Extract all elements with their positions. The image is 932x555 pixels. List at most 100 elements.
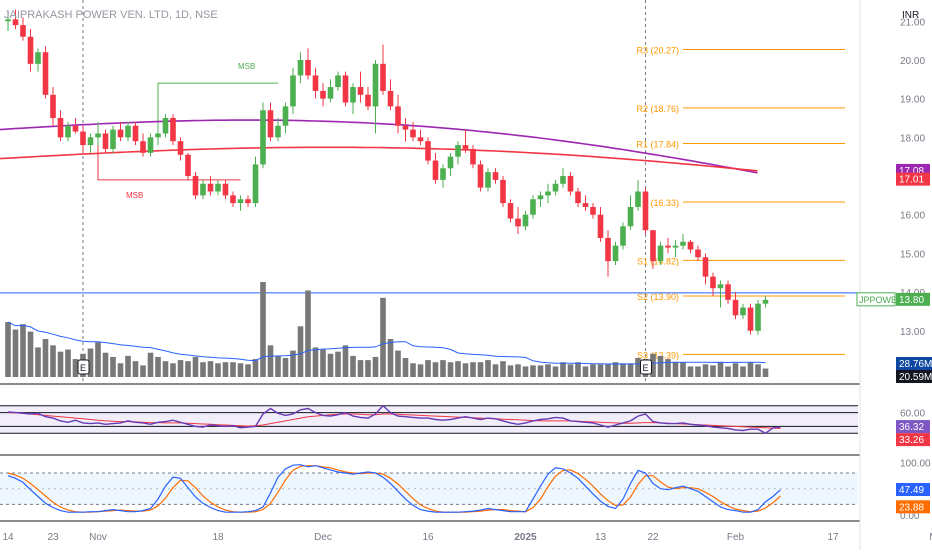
candle[interactable] [455, 145, 461, 157]
candle[interactable] [657, 245, 664, 262]
candle[interactable] [155, 133, 161, 138]
candle[interactable] [395, 106, 401, 126]
candle[interactable] [507, 203, 514, 219]
candle[interactable] [357, 87, 364, 95]
candle[interactable] [350, 87, 356, 103]
candle[interactable] [492, 172, 499, 180]
candle[interactable] [425, 141, 431, 161]
candle[interactable] [605, 237, 611, 262]
candle[interactable] [35, 52, 41, 64]
candle[interactable] [732, 299, 739, 316]
candle[interactable] [402, 125, 409, 130]
candle[interactable] [335, 75, 341, 88]
candle[interactable] [237, 199, 244, 204]
candle[interactable] [642, 191, 649, 231]
candle[interactable] [72, 125, 79, 132]
candle[interactable] [590, 206, 596, 215]
candle[interactable] [102, 133, 109, 149]
candle[interactable] [110, 129, 116, 149]
candle[interactable] [755, 303, 761, 331]
candle[interactable] [725, 284, 731, 300]
candle[interactable] [485, 172, 491, 188]
candle[interactable] [117, 129, 124, 138]
candle[interactable] [365, 94, 371, 107]
candle[interactable] [125, 125, 131, 138]
candle[interactable] [627, 206, 634, 227]
candle[interactable] [665, 245, 671, 248]
candle[interactable] [207, 183, 214, 192]
candle[interactable] [567, 176, 574, 192]
candle[interactable] [762, 299, 769, 304]
candle[interactable] [177, 141, 184, 155]
candle[interactable] [57, 117, 64, 138]
candle[interactable] [372, 63, 379, 107]
candle[interactable] [680, 241, 686, 246]
ticker-symbol-badge[interactable] [856, 292, 896, 307]
candle[interactable] [27, 36, 34, 64]
candle[interactable] [222, 183, 229, 196]
candle[interactable] [387, 90, 394, 107]
candle[interactable] [162, 117, 169, 134]
candle[interactable] [200, 183, 206, 196]
candle[interactable] [140, 141, 146, 153]
candle[interactable] [245, 199, 251, 204]
candle[interactable] [635, 191, 641, 207]
candle[interactable] [747, 307, 754, 331]
candle[interactable] [215, 183, 221, 192]
candle[interactable] [192, 176, 199, 196]
candle[interactable] [702, 257, 709, 277]
candle[interactable] [147, 137, 154, 153]
candle[interactable] [327, 87, 334, 99]
candle[interactable] [672, 245, 679, 248]
candle[interactable] [230, 195, 236, 204]
candle[interactable] [470, 148, 476, 165]
candle[interactable] [95, 133, 101, 138]
candle[interactable] [275, 125, 281, 138]
candle[interactable] [560, 176, 566, 184]
candle[interactable] [522, 214, 529, 227]
candle[interactable] [12, 19, 19, 26]
candle[interactable] [267, 110, 274, 138]
candle[interactable] [515, 218, 521, 227]
candle[interactable] [537, 195, 544, 200]
candle[interactable] [50, 94, 56, 118]
candle[interactable] [380, 63, 386, 91]
candle[interactable] [342, 75, 349, 103]
candle[interactable] [440, 168, 446, 180]
candle[interactable] [462, 145, 469, 149]
candle[interactable] [477, 164, 484, 188]
candle[interactable] [612, 245, 619, 262]
candle[interactable] [500, 179, 506, 204]
candle[interactable] [185, 154, 191, 177]
candle[interactable] [710, 276, 716, 289]
candle[interactable] [410, 129, 416, 138]
candle[interactable] [695, 249, 701, 258]
candle[interactable] [290, 75, 296, 107]
candle[interactable] [740, 307, 746, 316]
candle[interactable] [312, 75, 319, 91]
candle[interactable] [42, 52, 49, 95]
candle[interactable] [417, 137, 424, 142]
candle[interactable] [530, 199, 536, 215]
candle[interactable] [320, 90, 326, 99]
candle[interactable] [717, 284, 724, 289]
candle[interactable] [65, 125, 71, 138]
candle[interactable] [582, 203, 589, 207]
candle[interactable] [87, 137, 94, 146]
candle[interactable] [132, 125, 139, 142]
earnings-marker[interactable] [640, 359, 652, 375]
candle[interactable] [170, 117, 176, 142]
candle[interactable] [297, 59, 304, 76]
earnings-marker[interactable] [77, 359, 90, 375]
candle[interactable] [260, 110, 266, 165]
candle[interactable] [545, 191, 551, 196]
candle[interactable] [282, 106, 289, 126]
candle[interactable] [80, 131, 86, 146]
candle[interactable] [687, 241, 694, 250]
candle[interactable] [575, 191, 581, 204]
candle[interactable] [20, 25, 26, 37]
candle[interactable] [620, 226, 626, 246]
candle[interactable] [5, 19, 11, 22]
